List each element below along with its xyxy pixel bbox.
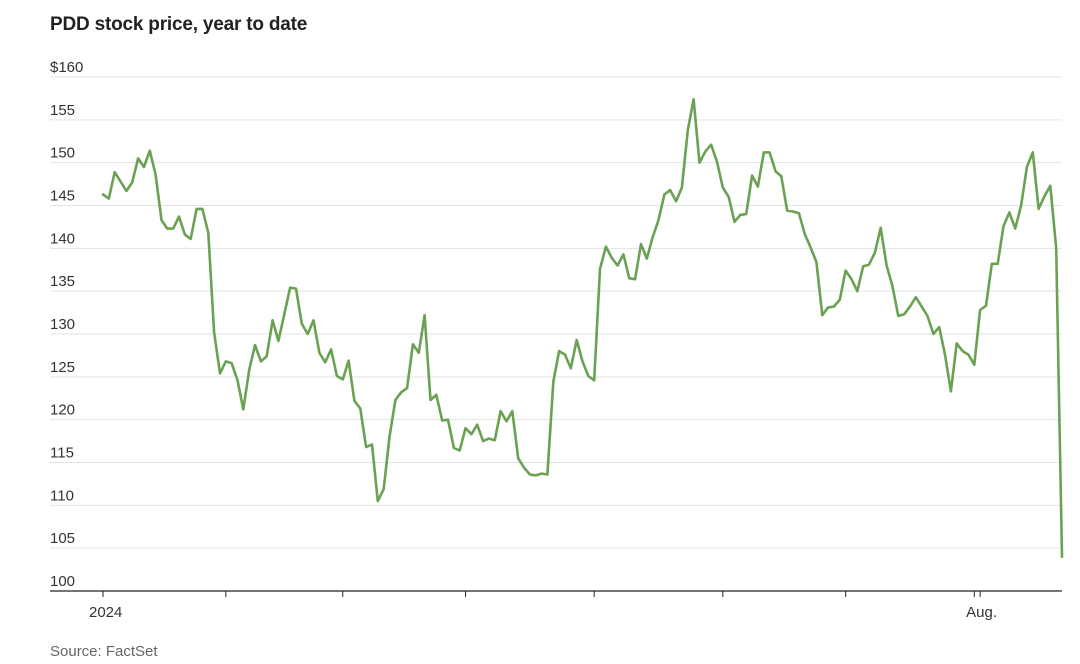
chart-title: PDD stock price, year to date xyxy=(50,14,308,35)
y-tick-label: 115 xyxy=(50,445,74,462)
x-tick-label: Aug. xyxy=(966,604,997,621)
y-axis-ticks: 100 105 110 115 120 125 130 135 140 145 150 155 $160 xyxy=(50,59,83,590)
y-tick-label: 145 xyxy=(50,188,75,205)
source-note: Source: FactSet xyxy=(50,643,158,660)
y-tick-label: 105 xyxy=(50,530,75,547)
y-tick-label: 125 xyxy=(50,359,75,376)
x-tick-label: 2024 xyxy=(89,604,122,621)
y-tick-label: 150 xyxy=(50,145,75,162)
y-tick-label: 110 xyxy=(50,487,74,504)
gridlines xyxy=(50,76,1062,549)
y-tick-label: 100 xyxy=(50,573,75,590)
x-axis-ticks: 2024 Aug. xyxy=(89,591,997,621)
y-tick-label: $160 xyxy=(50,59,83,76)
series-layer xyxy=(101,98,1064,559)
y-tick-label: 155 xyxy=(50,102,75,119)
y-tick-label: 135 xyxy=(50,273,75,290)
y-tick-label: 120 xyxy=(50,402,75,419)
y-tick-label: 130 xyxy=(50,316,75,333)
y-tick-label: 140 xyxy=(50,230,75,247)
price-line xyxy=(101,98,1064,559)
